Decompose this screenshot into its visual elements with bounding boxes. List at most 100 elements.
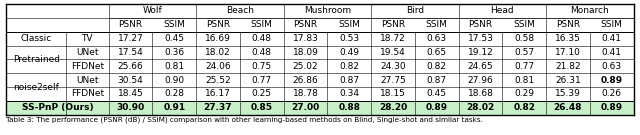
Text: 27.37: 27.37: [204, 103, 232, 112]
Text: UNet: UNet: [76, 48, 99, 57]
Text: 17.83: 17.83: [292, 34, 319, 43]
Text: SSIM: SSIM: [426, 20, 447, 29]
Text: 26.86: 26.86: [292, 76, 318, 85]
Text: Wolf: Wolf: [143, 6, 163, 16]
Text: 17.10: 17.10: [555, 48, 581, 57]
Text: Head: Head: [490, 6, 514, 16]
Text: Table 3: The performance (PSNR (dB) / SSIM) comparison with other learning-based: Table 3: The performance (PSNR (dB) / SS…: [6, 116, 483, 123]
Text: 0.45: 0.45: [164, 34, 184, 43]
Text: SS-PnP (Ours): SS-PnP (Ours): [22, 103, 93, 112]
Text: PSNR: PSNR: [468, 20, 493, 29]
Text: 16.17: 16.17: [205, 90, 231, 99]
Text: 0.63: 0.63: [602, 62, 622, 71]
Text: 0.34: 0.34: [339, 90, 359, 99]
Text: 24.06: 24.06: [205, 62, 231, 71]
Text: PSNR: PSNR: [556, 20, 580, 29]
Text: 0.65: 0.65: [427, 48, 447, 57]
Text: 30.54: 30.54: [118, 76, 143, 85]
Text: PSNR: PSNR: [206, 20, 230, 29]
Text: 18.15: 18.15: [380, 90, 406, 99]
Text: SSIM: SSIM: [601, 20, 623, 29]
Text: 0.91: 0.91: [163, 103, 186, 112]
Text: 0.82: 0.82: [339, 62, 359, 71]
Text: 17.54: 17.54: [118, 48, 143, 57]
Text: 0.77: 0.77: [252, 76, 272, 85]
Text: Bird: Bird: [406, 6, 424, 16]
Text: SSIM: SSIM: [163, 20, 185, 29]
Text: Monarch: Monarch: [570, 6, 609, 16]
Text: 0.89: 0.89: [426, 103, 448, 112]
Text: 0.77: 0.77: [514, 62, 534, 71]
Text: 0.48: 0.48: [252, 34, 272, 43]
Text: Mushroom: Mushroom: [304, 6, 351, 16]
Text: PSNR: PSNR: [118, 20, 143, 29]
Text: 0.58: 0.58: [514, 34, 534, 43]
Text: 16.35: 16.35: [555, 34, 581, 43]
Text: UNet: UNet: [76, 76, 99, 85]
Text: 0.82: 0.82: [513, 103, 535, 112]
Text: noise2self: noise2self: [13, 83, 59, 92]
Text: 30.90: 30.90: [116, 103, 145, 112]
Text: FFDNet: FFDNet: [71, 62, 104, 71]
Text: 0.41: 0.41: [602, 48, 621, 57]
Text: 21.82: 21.82: [555, 62, 580, 71]
Text: 15.39: 15.39: [555, 90, 581, 99]
Text: 0.36: 0.36: [164, 48, 184, 57]
Text: 0.81: 0.81: [164, 62, 184, 71]
Text: 0.63: 0.63: [427, 34, 447, 43]
Text: PSNR: PSNR: [293, 20, 317, 29]
Text: 0.41: 0.41: [602, 34, 621, 43]
Text: SSIM: SSIM: [339, 20, 360, 29]
Text: SSIM: SSIM: [251, 20, 273, 29]
Text: 25.02: 25.02: [292, 62, 318, 71]
Text: 0.87: 0.87: [339, 76, 359, 85]
Text: 17.53: 17.53: [468, 34, 493, 43]
Text: 18.45: 18.45: [118, 90, 143, 99]
Text: 0.81: 0.81: [514, 76, 534, 85]
Text: 18.02: 18.02: [205, 48, 231, 57]
Text: 0.57: 0.57: [514, 48, 534, 57]
Text: 25.66: 25.66: [118, 62, 143, 71]
Text: 26.48: 26.48: [554, 103, 582, 112]
Text: 0.25: 0.25: [252, 90, 272, 99]
Text: 0.26: 0.26: [602, 90, 621, 99]
Text: 0.28: 0.28: [164, 90, 184, 99]
Text: 18.78: 18.78: [292, 90, 319, 99]
Text: 0.49: 0.49: [339, 48, 359, 57]
Text: 19.54: 19.54: [380, 48, 406, 57]
Text: 24.30: 24.30: [380, 62, 406, 71]
Text: 24.65: 24.65: [468, 62, 493, 71]
Text: 0.88: 0.88: [339, 103, 360, 112]
Text: 0.90: 0.90: [164, 76, 184, 85]
Text: 27.00: 27.00: [291, 103, 319, 112]
Text: 0.85: 0.85: [251, 103, 273, 112]
Text: 0.48: 0.48: [252, 48, 272, 57]
Text: Classic: Classic: [20, 34, 52, 43]
Text: 0.53: 0.53: [339, 34, 359, 43]
Text: 0.45: 0.45: [427, 90, 447, 99]
Text: PSNR: PSNR: [381, 20, 405, 29]
Text: 0.75: 0.75: [252, 62, 272, 71]
Text: 0.29: 0.29: [514, 90, 534, 99]
Text: 16.69: 16.69: [205, 34, 231, 43]
Text: 0.89: 0.89: [601, 76, 623, 85]
Text: 27.75: 27.75: [380, 76, 406, 85]
Text: 19.12: 19.12: [468, 48, 493, 57]
Text: 18.09: 18.09: [292, 48, 319, 57]
Text: 28.02: 28.02: [467, 103, 495, 112]
Text: 0.87: 0.87: [427, 76, 447, 85]
Text: 18.72: 18.72: [380, 34, 406, 43]
Text: 0.89: 0.89: [601, 103, 623, 112]
Text: 17.27: 17.27: [118, 34, 143, 43]
Text: TV: TV: [81, 34, 93, 43]
Text: Beach: Beach: [226, 6, 254, 16]
Text: 0.82: 0.82: [427, 62, 447, 71]
Text: Pretrained: Pretrained: [13, 55, 60, 64]
Text: 18.68: 18.68: [468, 90, 493, 99]
Text: 28.20: 28.20: [379, 103, 407, 112]
Text: 27.96: 27.96: [468, 76, 493, 85]
Text: 26.31: 26.31: [555, 76, 581, 85]
Text: 25.52: 25.52: [205, 76, 231, 85]
Text: SSIM: SSIM: [513, 20, 535, 29]
Text: FFDNet: FFDNet: [71, 90, 104, 99]
